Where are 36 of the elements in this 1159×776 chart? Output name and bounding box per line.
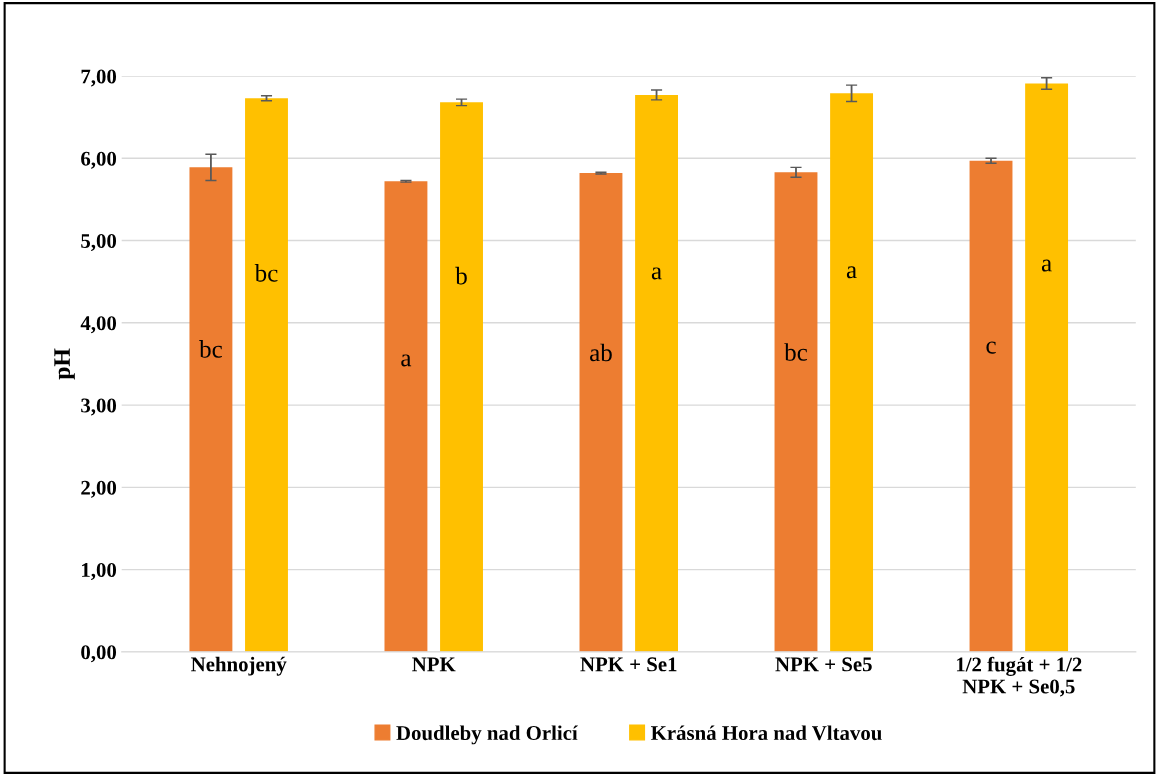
bar (774, 172, 818, 652)
data-label: b (455, 266, 467, 285)
data-label: a (1041, 259, 1052, 272)
y-axis-title: pH (54, 348, 75, 380)
y-tick-label: 0,00 (81, 645, 117, 663)
bar (579, 173, 623, 652)
data-label: a (401, 354, 412, 367)
y-tick-label: 7,00 (81, 69, 117, 87)
x-tick-label: NPK + Se5 (775, 657, 872, 672)
data-label: a (846, 266, 857, 279)
bar (245, 98, 288, 652)
bar (969, 160, 1013, 652)
x-tick-label: NPK (412, 657, 456, 672)
bar (384, 181, 428, 652)
data-label: bc (254, 264, 278, 282)
bar (635, 94, 678, 652)
x-tick-label: Nehnojený (191, 656, 287, 676)
data-label: a (651, 267, 662, 280)
data-label: bc (784, 343, 808, 361)
data-label: ab (590, 343, 612, 362)
data-label: c (986, 341, 996, 354)
bar (440, 102, 483, 652)
y-tick-label: 5,00 (81, 233, 117, 252)
y-tick-label: 4,00 (80, 316, 117, 334)
legend-label: Doudleby nad Orlicí (396, 725, 578, 745)
bar (830, 93, 874, 652)
bar (1025, 83, 1069, 652)
data-label: bc (199, 340, 222, 358)
y-tick-label: 1,00 (82, 562, 117, 581)
x-tick-label: NPK + Se1 (580, 657, 677, 672)
y-tick-label: 2,00 (81, 480, 117, 498)
y-tick-label: 6,00 (81, 151, 117, 169)
y-tick-label: 3,00 (81, 398, 117, 416)
x-tick-label: 1/2 fugát + 1/2 NPK + Se0,5 (956, 656, 1082, 697)
bar (189, 167, 233, 652)
legend-label: Krásná Hora nad Vltavou (651, 725, 882, 741)
